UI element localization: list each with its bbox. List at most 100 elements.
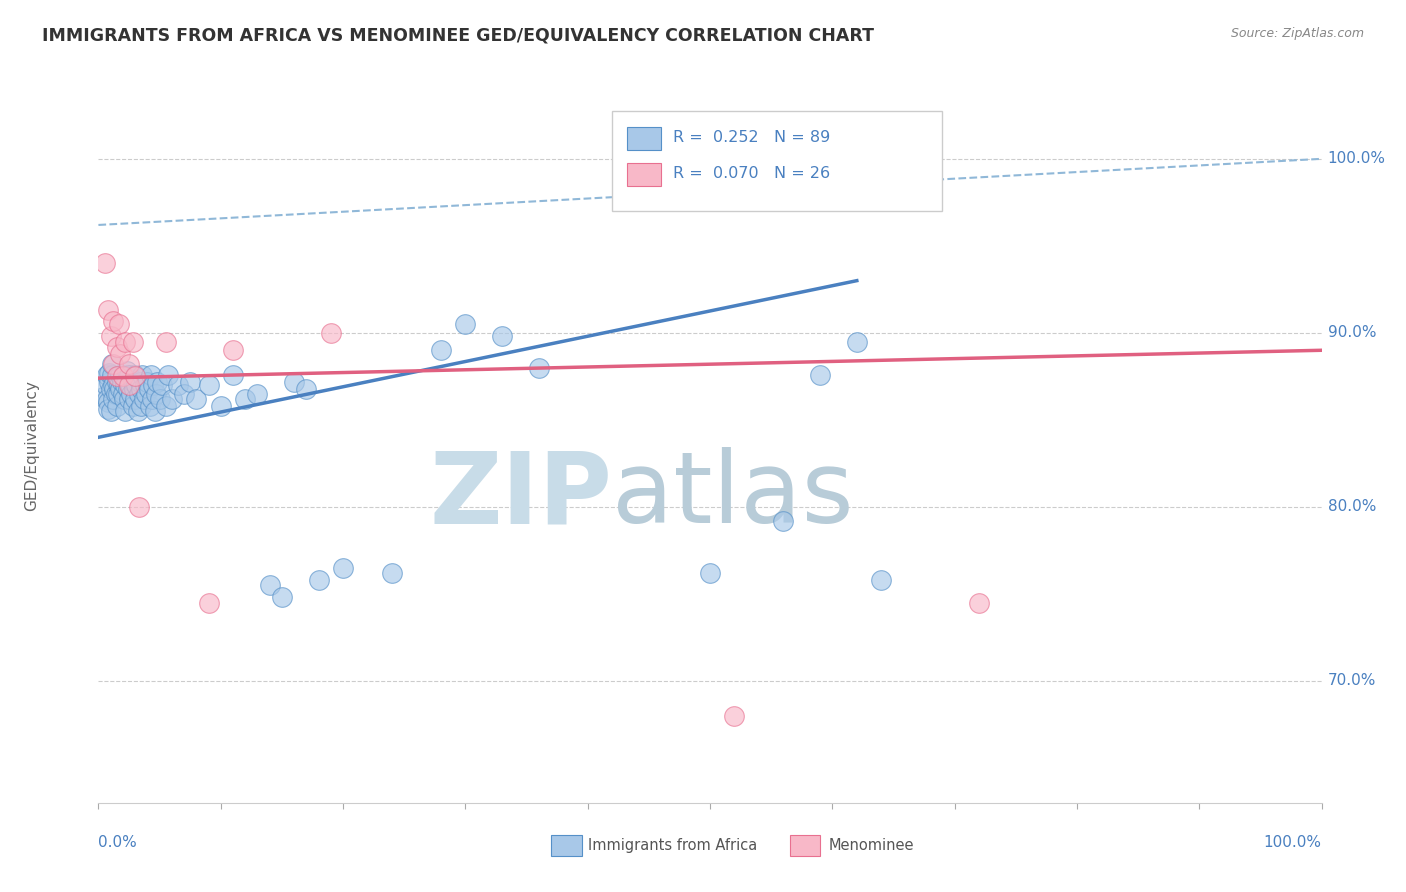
Point — [118, 368, 141, 382]
Point — [491, 329, 513, 343]
Point — [118, 378, 141, 392]
Text: 80.0%: 80.0% — [1327, 500, 1376, 515]
Point — [139, 399, 162, 413]
Point — [283, 375, 305, 389]
Point — [131, 368, 153, 382]
Point — [155, 334, 177, 349]
Point — [120, 378, 142, 392]
Point — [125, 378, 148, 392]
Point — [160, 392, 183, 406]
Point — [121, 399, 143, 413]
Point — [101, 357, 124, 371]
Point — [124, 392, 146, 406]
Point — [132, 392, 155, 406]
Point — [308, 573, 330, 587]
Point — [135, 386, 157, 401]
Point — [246, 386, 269, 401]
Point — [117, 382, 139, 396]
Text: 100.0%: 100.0% — [1327, 152, 1386, 166]
Point — [454, 317, 477, 331]
Point — [128, 386, 150, 401]
Point — [155, 399, 177, 413]
Point — [110, 382, 132, 396]
Point — [104, 386, 127, 401]
Bar — [790, 835, 820, 856]
Point — [186, 392, 208, 406]
Text: GED/Equivalency: GED/Equivalency — [24, 381, 38, 511]
Point — [179, 375, 201, 389]
Text: 70.0%: 70.0% — [1327, 673, 1376, 689]
Text: 90.0%: 90.0% — [1327, 326, 1376, 341]
Point — [332, 561, 354, 575]
Point — [120, 386, 142, 401]
Point — [115, 364, 138, 378]
Point — [197, 596, 219, 610]
Point — [112, 392, 135, 406]
Point — [699, 566, 721, 580]
Point — [967, 596, 990, 610]
Point — [101, 368, 124, 382]
Point — [107, 386, 129, 401]
Point — [319, 326, 342, 340]
Point — [94, 378, 117, 392]
Point — [142, 378, 165, 392]
Point — [105, 369, 128, 384]
Point — [101, 357, 124, 371]
Bar — [627, 127, 661, 150]
Point — [100, 404, 122, 418]
Text: atlas: atlas — [612, 448, 853, 544]
Point — [134, 378, 156, 392]
Point — [870, 573, 893, 587]
Point — [114, 334, 136, 349]
Point — [107, 369, 129, 384]
Point — [127, 404, 149, 418]
Point — [97, 395, 120, 409]
Point — [124, 368, 146, 382]
Point — [105, 375, 128, 389]
Text: Source: ZipAtlas.com: Source: ZipAtlas.com — [1230, 27, 1364, 40]
Point — [118, 357, 141, 371]
Point — [103, 382, 125, 396]
Point — [145, 386, 167, 401]
Point — [111, 375, 134, 389]
Point — [111, 368, 134, 382]
Point — [259, 578, 281, 592]
Point — [129, 382, 152, 396]
Point — [128, 500, 150, 514]
Point — [430, 343, 453, 358]
Point — [101, 314, 124, 328]
Text: ZIP: ZIP — [429, 448, 612, 544]
Point — [150, 378, 173, 392]
Point — [527, 360, 550, 375]
Point — [108, 378, 131, 392]
Point — [129, 399, 152, 413]
Point — [139, 368, 162, 382]
Point — [101, 378, 124, 392]
Point — [808, 368, 831, 382]
Point — [143, 404, 166, 418]
Text: Immigrants from Africa: Immigrants from Africa — [588, 838, 756, 853]
Point — [845, 334, 868, 349]
Point — [121, 334, 143, 349]
Point — [96, 392, 118, 406]
Point — [295, 382, 318, 396]
Point — [141, 392, 163, 406]
Text: 100.0%: 100.0% — [1264, 835, 1322, 850]
Point — [772, 514, 794, 528]
Point — [97, 303, 120, 318]
Text: 0.0%: 0.0% — [98, 835, 138, 850]
Point — [101, 392, 124, 406]
Point — [105, 399, 128, 413]
Point — [97, 402, 120, 417]
Point — [270, 591, 294, 605]
Point — [108, 317, 131, 331]
FancyBboxPatch shape — [612, 111, 942, 211]
Point — [124, 369, 146, 384]
Point — [114, 378, 136, 392]
Point — [197, 378, 219, 392]
Point — [98, 375, 121, 389]
Point — [209, 399, 232, 413]
Point — [122, 382, 145, 396]
Point — [138, 382, 160, 396]
Point — [381, 566, 404, 580]
